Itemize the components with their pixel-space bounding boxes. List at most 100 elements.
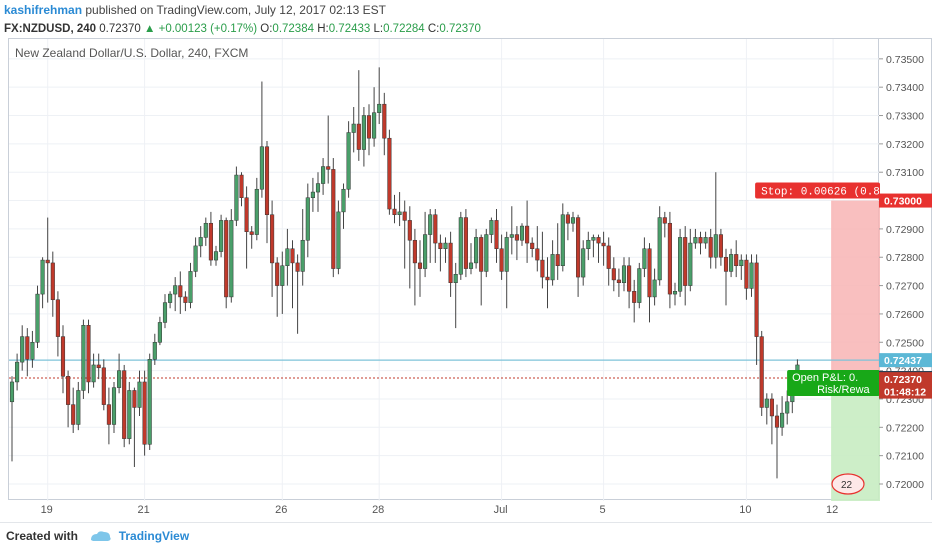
author-link[interactable]: kashifrehman — [4, 3, 83, 17]
candle-up — [305, 197, 310, 241]
candle-up — [657, 217, 662, 281]
close-value: 0.72370 — [439, 23, 481, 35]
time-tick-label: 28 — [372, 504, 384, 516]
price-label: 01:48:12 — [884, 387, 926, 399]
candle-down — [122, 370, 127, 439]
candle-down — [224, 220, 229, 298]
candle-down — [178, 285, 183, 298]
candle-up — [76, 390, 81, 425]
candle-up — [713, 234, 718, 258]
candle-down — [382, 103, 387, 139]
candle-up — [127, 390, 132, 439]
price-axis[interactable]: 0.73500 0.73400 0.73300 0.73200 0.73100 0.730… — [879, 38, 932, 500]
candle-up — [15, 361, 20, 383]
candle-up — [749, 262, 754, 289]
candle-down — [530, 242, 535, 249]
candle-up — [152, 342, 157, 360]
candle-down — [55, 299, 60, 337]
tradingview-logo-icon — [91, 531, 112, 541]
candle-down — [295, 262, 300, 272]
last-price: 0.72370 — [99, 23, 141, 35]
candle-up — [157, 322, 162, 343]
tradingview-brand-link[interactable]: TradingView — [118, 529, 190, 543]
candle-down — [208, 222, 213, 261]
time-tick-label: 10 — [739, 504, 751, 516]
open-pnl-label: Open P&L: 0. — [792, 372, 858, 384]
candle-up — [739, 259, 744, 266]
candle-up — [764, 398, 769, 408]
candle-down — [744, 259, 749, 289]
candle-down — [239, 174, 244, 198]
candle-up — [30, 342, 35, 360]
candle-down — [402, 211, 407, 221]
candle-down — [392, 208, 397, 215]
low-value: 0.72284 — [383, 23, 425, 35]
candle-up — [300, 239, 305, 272]
candle-down — [535, 248, 540, 261]
change-value: +0.00123 (+0.17%) — [158, 23, 258, 35]
time-tick-label: 21 — [137, 504, 149, 516]
candle-down — [525, 225, 530, 244]
candle-down — [183, 296, 188, 303]
candle-up — [213, 251, 219, 261]
price-tick-label: 0.73200 — [886, 139, 924, 151]
low-label: L: — [373, 23, 384, 35]
price-tick-label: 0.72900 — [886, 224, 924, 236]
price-label-bg — [879, 193, 932, 208]
candle-up — [372, 112, 377, 139]
candle-up — [81, 325, 86, 391]
chart-pane[interactable]: New Zealand Dollar/U.S. Dollar, 240, FXC… — [8, 38, 880, 501]
candle-up — [173, 285, 178, 295]
time-axis-labels: 19 21 26 28 Jul 5 10 12 — [41, 504, 839, 516]
candlestick-chart[interactable]: New Zealand Dollar/U.S. Dollar, 240, FXC… — [9, 39, 880, 501]
price-label: 0.73000 — [884, 196, 922, 208]
candle-up — [443, 242, 448, 249]
candle-down — [60, 336, 66, 377]
candle-down — [264, 146, 270, 215]
candle-up — [361, 115, 366, 150]
candle-down — [698, 237, 703, 244]
candle-up — [168, 293, 173, 303]
high-label: H: — [317, 23, 329, 35]
price-tick-label: 0.72100 — [886, 451, 924, 463]
price-axis-labels: 0.73500 0.73400 0.73300 0.73200 0.73100 0.730… — [879, 54, 932, 491]
candle-up — [351, 123, 356, 133]
up-arrow-icon: ▲ — [144, 23, 156, 35]
candle-down — [66, 376, 71, 405]
candle-down — [718, 234, 723, 258]
candle-up — [397, 211, 402, 215]
high-value: 0.72433 — [328, 23, 371, 35]
price-tick-label: 0.72200 — [886, 422, 924, 434]
close-label: C: — [427, 23, 440, 35]
candle-up — [229, 220, 234, 298]
candle-down — [662, 217, 667, 224]
candle-down — [723, 256, 729, 272]
candle-up — [672, 291, 678, 295]
candle-up — [346, 132, 351, 190]
candle-down — [632, 291, 637, 303]
candle-up — [693, 237, 698, 244]
candle-down — [86, 325, 91, 383]
pnl-box — [787, 369, 880, 396]
candle-up — [137, 381, 142, 408]
stop-label-box — [755, 182, 880, 199]
candle-up — [642, 248, 647, 269]
candle-down — [387, 137, 392, 210]
time-tick-label: 26 — [275, 504, 287, 516]
candle-down — [96, 364, 101, 369]
candle-down — [249, 231, 254, 235]
candle-down — [448, 242, 453, 284]
candle-down — [514, 234, 519, 241]
price-tick-label: 0.73400 — [886, 82, 924, 94]
time-axis[interactable]: 19 21 26 28 Jul 5 10 12 — [8, 500, 879, 518]
candle-up — [504, 237, 509, 272]
candle-down — [275, 262, 280, 286]
candle-down — [331, 169, 336, 269]
candle-down — [50, 262, 55, 301]
candle-up — [147, 359, 152, 445]
candle-down — [683, 237, 688, 286]
candle-up — [203, 222, 208, 238]
candle-down — [754, 262, 759, 337]
candle-up — [321, 166, 326, 184]
candle-down — [407, 220, 412, 241]
